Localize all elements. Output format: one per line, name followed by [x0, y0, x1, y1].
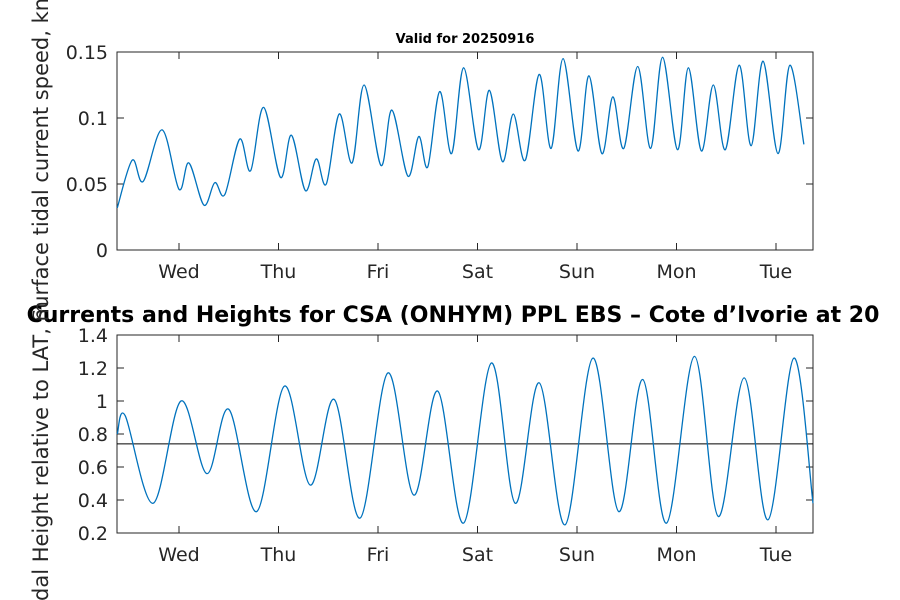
y-tick-label: 0.05 — [66, 174, 108, 196]
y-tick-label: 0 — [96, 240, 108, 262]
y-tick-label: 1 — [96, 391, 108, 413]
x-tick-label: Fri — [367, 544, 390, 566]
x-tick-label: Thu — [260, 544, 297, 566]
current-speed-y-ticks: 0 0.05 0.1 0.15 — [66, 42, 813, 262]
y-tick-label: 0.1 — [78, 108, 108, 130]
x-tick-label: Mon — [656, 261, 696, 283]
current-speed-panel: Valid for 20250916 Surface tidal current… — [29, 0, 814, 322]
tidal-height-title: Currents and Heights for CSA (ONHYM) PPL… — [27, 303, 880, 328]
y-tick-label: 0.15 — [66, 42, 108, 64]
y-tick-label: 0.2 — [78, 523, 108, 545]
x-tick-label: Sun — [559, 261, 595, 283]
y-tick-label: 1.2 — [78, 358, 108, 380]
tidal-height-x-ticks: Wed Thu Fri Sat Sun Mon Tue — [158, 335, 792, 566]
tidal-height-plot-area — [116, 334, 814, 534]
y-tick-label: 0.6 — [78, 457, 108, 479]
tidal-height-panel: Currents and Heights for CSA (ONHYM) PPL… — [27, 301, 880, 600]
current-speed-series-line — [116, 56, 805, 208]
current-speed-title: Valid for 20250916 — [396, 32, 535, 47]
x-tick-label: Fri — [367, 261, 390, 283]
y-tick-label: 0.8 — [78, 424, 108, 446]
x-tick-label: Mon — [656, 544, 696, 566]
tidal-height-y-ticks: 0.2 0.4 0.6 0.8 1 1.2 1.4 — [78, 325, 813, 545]
y-tick-label: 0.4 — [78, 490, 108, 512]
x-tick-label: Tue — [759, 261, 792, 283]
tidal-height-series-line — [116, 355, 814, 526]
x-tick-label: Tue — [759, 544, 792, 566]
x-tick-label: Sat — [462, 544, 493, 566]
y-tick-label: 1.4 — [78, 325, 108, 347]
x-tick-label: Thu — [260, 261, 297, 283]
current-speed-plot-area — [116, 51, 814, 251]
current-speed-ylabel: Surface tidal current speed, kn — [29, 0, 53, 322]
x-tick-label: Sun — [559, 544, 595, 566]
x-tick-label: Wed — [158, 261, 199, 283]
x-tick-label: Sat — [462, 261, 493, 283]
tidal-height-ylabel: Tidal Height relative to LAT, m — [29, 301, 53, 600]
x-tick-label: Wed — [158, 544, 199, 566]
current-speed-x-ticks: Wed Thu Fri Sat Sun Mon Tue — [158, 52, 792, 283]
